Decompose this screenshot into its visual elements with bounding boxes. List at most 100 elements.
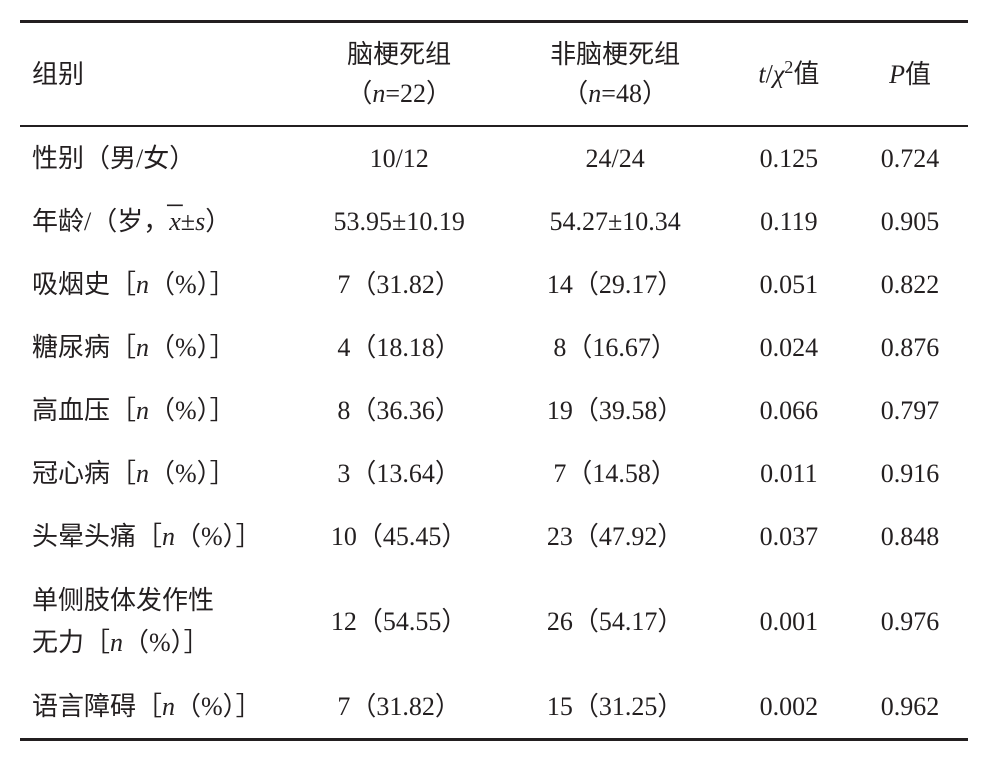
cell-group2: 15（31.25） (505, 675, 726, 740)
label-suffix: （%）］ (149, 270, 236, 299)
cell-group2: 8（16.67） (505, 316, 726, 379)
cell-group1: 10/12 (294, 126, 505, 190)
label-xbar: x (169, 202, 181, 241)
row-label: 性别（男/女） (20, 126, 294, 190)
cell-group2: 24/24 (505, 126, 726, 190)
col2-n: n (372, 79, 385, 108)
header-group2-inner: 非脑梗死组 （n=48） (513, 35, 718, 113)
label-prefix: 糖尿病［ (32, 333, 136, 362)
label-suffix: （%）］ (175, 692, 262, 721)
cell-group2: 19（39.58） (505, 379, 726, 442)
table-row: 性别（男/女） 10/1224/240.1250.724 (20, 126, 968, 190)
header-stat: t/χ2值 (726, 22, 852, 127)
cell-group2: 26（54.17） (505, 568, 726, 675)
header-group-label: 组别 (20, 22, 294, 127)
label-n: n (110, 628, 123, 657)
cell-group2: 23（47.92） (505, 505, 726, 568)
row-label: 冠心病［n（%）］ (20, 442, 294, 505)
label-line2-prefix: 无力［ (32, 628, 110, 657)
header-pval: P值 (852, 22, 968, 127)
table-row: 语言障碍［n（%）］7（31.82）15（31.25）0.0020.962 (20, 675, 968, 740)
col4-slash: / (766, 60, 773, 89)
row-label: 年龄/（岁，x±s） (20, 190, 294, 253)
cell-group1: 12（54.55） (294, 568, 505, 675)
row-label: 吸烟史［n（%）］ (20, 253, 294, 316)
header-row: 组别 脑梗死组 （n=22） 非脑梗死组 （n=48） t/χ2值 (20, 22, 968, 127)
label-suffix: （%）］ (149, 459, 236, 488)
row-label: 头晕头痛［n（%）］ (20, 505, 294, 568)
table-row: 单侧肢体发作性无力［n（%）］12（54.55）26（54.17）0.0010.… (20, 568, 968, 675)
col4-t: t (758, 60, 765, 89)
header-group2: 非脑梗死组 （n=48） (505, 22, 726, 127)
table-body: 性别（男/女） 10/1224/240.1250.724 年龄/（岁，x±s）53.… (20, 126, 968, 740)
cell-stat: 0.001 (726, 568, 852, 675)
cell-group1: 8（36.36） (294, 379, 505, 442)
col2-line1: 脑梗死组 (347, 40, 451, 69)
cell-pval: 0.822 (852, 253, 968, 316)
table-header: 组别 脑梗死组 （n=22） 非脑梗死组 （n=48） t/χ2值 (20, 22, 968, 127)
cell-group1: 7（31.82） (294, 675, 505, 740)
label-suffix: （%）］ (149, 333, 236, 362)
cell-pval: 0.905 (852, 190, 968, 253)
table-row: 糖尿病［n（%）］4（18.18）8（16.67）0.0240.876 (20, 316, 968, 379)
table-row: 吸烟史［n（%）］7（31.82）14（29.17）0.0510.822 (20, 253, 968, 316)
label-prefix: 性别（男/女） (32, 144, 195, 173)
cell-pval: 0.848 (852, 505, 968, 568)
cell-group1: 3（13.64） (294, 442, 505, 505)
col1-label: 组别 (32, 60, 84, 89)
cell-group2: 7（14.58） (505, 442, 726, 505)
row-label: 单侧肢体发作性无力［n（%）］ (20, 568, 294, 675)
cell-pval: 0.724 (852, 126, 968, 190)
row-label: 高血压［n（%）］ (20, 379, 294, 442)
table-row: 年龄/（岁，x±s）53.95±10.1954.27±10.340.1190.9… (20, 190, 968, 253)
label-prefix: 高血压［ (32, 396, 136, 425)
cell-group2: 54.27±10.34 (505, 190, 726, 253)
label-line1: 单侧肢体发作性 (32, 586, 214, 615)
cell-pval: 0.916 (852, 442, 968, 505)
header-group1-inner: 脑梗死组 （n=22） (302, 35, 497, 113)
cell-group1: 4（18.18） (294, 316, 505, 379)
col5-suffix: 值 (905, 60, 931, 89)
cell-pval: 0.797 (852, 379, 968, 442)
label-suffix: ） (205, 207, 231, 236)
header-group1: 脑梗死组 （n=22） (294, 22, 505, 127)
col5-P: P (889, 60, 905, 89)
col4-suffix: 值 (793, 60, 819, 89)
label-prefix: 头晕头痛［ (32, 522, 162, 551)
cell-stat: 0.002 (726, 675, 852, 740)
cell-pval: 0.962 (852, 675, 968, 740)
col3-line2-suffix: =48） (601, 79, 668, 108)
label-n: n (162, 692, 175, 721)
cell-stat: 0.011 (726, 442, 852, 505)
label-n: n (136, 270, 149, 299)
label-prefix: 年龄/（岁， (32, 207, 169, 236)
col3-line2-prefix: （ (562, 79, 588, 108)
label-prefix: 吸烟史［ (32, 270, 136, 299)
cell-group1: 53.95±10.19 (294, 190, 505, 253)
label-n: n (136, 333, 149, 362)
cell-pval: 0.976 (852, 568, 968, 675)
cell-group1: 7（31.82） (294, 253, 505, 316)
row-label: 糖尿病［n（%）］ (20, 316, 294, 379)
statistics-table: 组别 脑梗死组 （n=22） 非脑梗死组 （n=48） t/χ2值 (20, 20, 968, 741)
col3-line1: 非脑梗死组 (550, 40, 680, 69)
label-n: n (162, 522, 175, 551)
cell-stat: 0.125 (726, 126, 852, 190)
col2-line2-suffix: =22） (385, 79, 452, 108)
cell-group2: 14（29.17） (505, 253, 726, 316)
col3-n: n (588, 79, 601, 108)
cell-pval: 0.876 (852, 316, 968, 379)
statistics-table-container: 组别 脑梗死组 （n=22） 非脑梗死组 （n=48） t/χ2值 (20, 20, 968, 741)
col2-line2-prefix: （ (346, 79, 372, 108)
cell-stat: 0.051 (726, 253, 852, 316)
cell-stat: 0.066 (726, 379, 852, 442)
row-label: 语言障碍［n（%）］ (20, 675, 294, 740)
label-n: n (136, 396, 149, 425)
cell-stat: 0.024 (726, 316, 852, 379)
label-suffix: （%）］ (149, 396, 236, 425)
table-row: 冠心病［n（%）］3（13.64）7（14.58）0.0110.916 (20, 442, 968, 505)
label-suffix: （%）］ (175, 522, 262, 551)
table-row: 头晕头痛［n（%）］10（45.45）23（47.92）0.0370.848 (20, 505, 968, 568)
cell-group1: 10（45.45） (294, 505, 505, 568)
label-prefix: 语言障碍［ (32, 692, 162, 721)
